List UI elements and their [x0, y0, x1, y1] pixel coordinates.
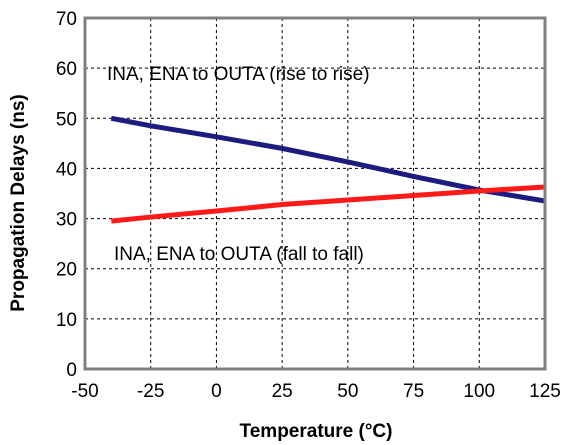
- x-tick-label: -50: [71, 381, 98, 402]
- y-tick-label: 60: [56, 59, 77, 80]
- y-tick-label: 70: [56, 9, 77, 30]
- x-tick-label: 125: [529, 381, 561, 402]
- y-tick-label: 30: [56, 210, 77, 231]
- gridlines: [85, 18, 545, 369]
- y-tick-label: 40: [56, 159, 77, 180]
- series-line-rise-to-rise: [110, 115, 546, 204]
- tick-labels: -50 -25 0 25 50 75 100 125 0 10 20 30 40 50 60 70: [56, 9, 561, 402]
- x-tick-label: 100: [463, 381, 495, 402]
- y-axis-title: Propagation Delays (ns): [8, 94, 29, 312]
- series-line-fall-to-fall: [111, 184, 546, 224]
- y-tick-label: 0: [66, 360, 77, 381]
- x-tick-label: 75: [403, 381, 424, 402]
- y-tick-label: 10: [56, 310, 77, 331]
- x-tick-label: 0: [211, 381, 222, 402]
- series-lines: [110, 115, 546, 224]
- x-tick-label: 50: [337, 381, 358, 402]
- x-tick-label: -25: [137, 381, 164, 402]
- series-label-rise: INA, ENA to OUTA (rise to rise): [107, 64, 370, 85]
- series-label-fall: INA, ENA to OUTA (fall to fall): [114, 244, 364, 265]
- series-annotations: INA, ENA to OUTA (rise to rise) INA, ENA…: [107, 64, 370, 265]
- x-tick-label: 25: [272, 381, 293, 402]
- y-tick-label: 20: [56, 260, 77, 281]
- x-axis-title: Temperature (°C): [240, 421, 393, 442]
- plot-area-border: [83, 16, 547, 371]
- y-tick-label: 50: [56, 109, 77, 130]
